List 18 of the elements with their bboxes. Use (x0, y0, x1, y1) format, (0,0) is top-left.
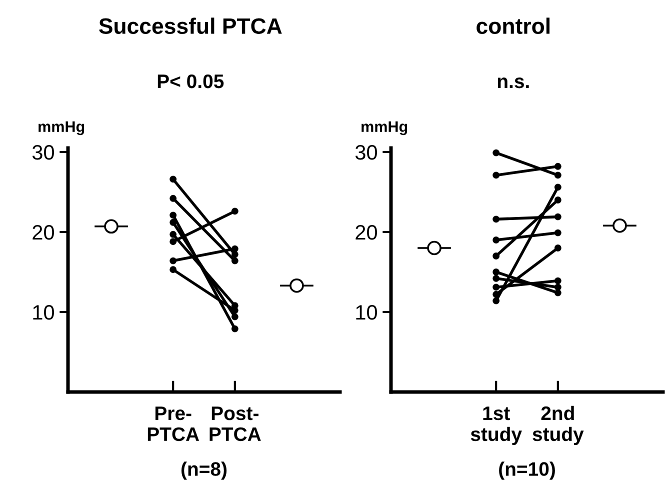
x-axis-title: (n=10) (499, 462, 555, 480)
y-tick-label: 20 (356, 225, 377, 240)
x-tick-label: Pre- PTCA (148, 406, 200, 442)
y-axis-title: mmHg (38, 121, 84, 136)
y-tick-label: 30 (32, 145, 54, 160)
chart-title: control (476, 18, 550, 34)
y-tick-label: 20 (32, 225, 54, 240)
y-tick-label: 10 (33, 305, 54, 320)
chart-subtitle: n.s. (498, 78, 529, 88)
chart-subtitle: P< 0.05 (158, 74, 224, 88)
x-tick-label: Post- PTCA (210, 406, 261, 442)
y-tick-label: 30 (355, 145, 377, 160)
y-axis-title: mmHg (362, 121, 408, 136)
x-axis-title: (n=8) (181, 462, 227, 480)
chart-title: Successful PTCA (99, 18, 282, 34)
y-tick-label: 10 (356, 305, 377, 320)
x-tick-label: 2nd study (532, 406, 584, 445)
x-tick-label: 1st study (470, 406, 522, 445)
